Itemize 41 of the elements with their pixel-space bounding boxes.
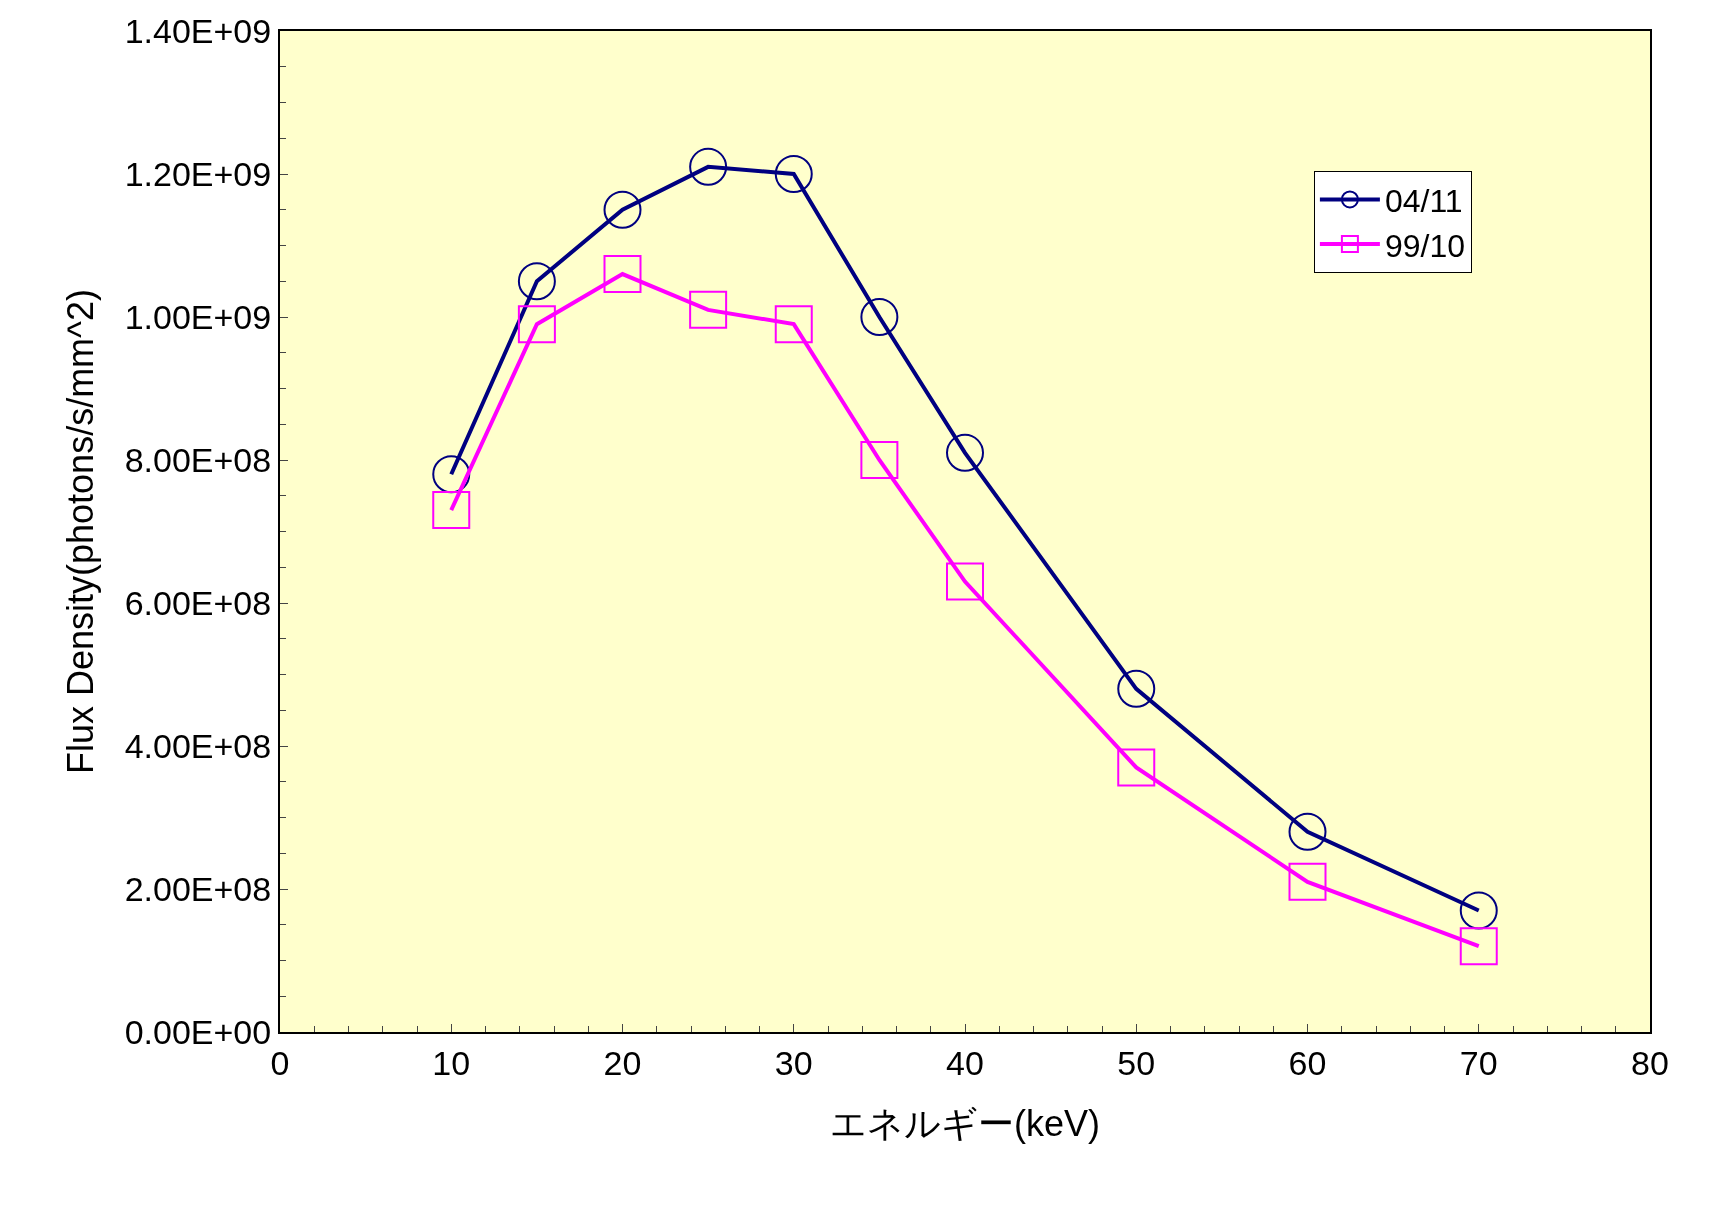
x-tick-label: 70 <box>1459 1043 1498 1082</box>
legend-label: 99/10 <box>1384 227 1465 264</box>
point <box>946 433 984 472</box>
point <box>946 562 984 601</box>
point <box>517 305 556 344</box>
y-axis-title: Flux Density(photons/s/mm^2) <box>60 288 102 775</box>
point <box>603 190 642 229</box>
point <box>1117 669 1156 708</box>
x-tick-label: 0 <box>270 1043 290 1082</box>
point <box>432 491 471 530</box>
point <box>774 305 813 344</box>
point <box>603 255 642 294</box>
x-tick-label: 10 <box>432 1043 471 1082</box>
x-tick-label: 20 <box>603 1043 642 1082</box>
y-tick-label: 4.00E+08 <box>124 726 272 765</box>
y-tick-label: 2.00E+08 <box>124 869 272 908</box>
point <box>860 441 899 479</box>
x-tick-label: 40 <box>946 1043 984 1082</box>
x-axis-title: エネルギー(keV) <box>829 1103 1101 1144</box>
point <box>1459 891 1498 930</box>
point <box>689 290 728 329</box>
point <box>860 298 899 336</box>
point <box>774 155 813 193</box>
point <box>1117 748 1156 787</box>
x-tick-label: 50 <box>1117 1043 1156 1082</box>
point <box>1288 862 1327 901</box>
legend-label: 04/11 <box>1384 182 1463 219</box>
point <box>1459 927 1498 966</box>
point <box>432 455 471 494</box>
point <box>517 262 556 301</box>
y-tick-label: 1.00E+09 <box>124 297 272 336</box>
point <box>1288 812 1327 851</box>
x-tick-label: 80 <box>1631 1043 1669 1082</box>
y-tick-label: 0.00E+00 <box>124 1012 272 1051</box>
y-tick-label: 1.40E+09 <box>124 11 272 50</box>
y-tick-label: 1.20E+09 <box>124 154 272 193</box>
y-tick-label: 6.00E+08 <box>124 583 272 622</box>
point <box>689 147 728 186</box>
x-tick-label: 60 <box>1288 1043 1327 1082</box>
x-tick-label: 30 <box>774 1043 813 1082</box>
y-tick-label: 8.00E+08 <box>124 440 272 479</box>
